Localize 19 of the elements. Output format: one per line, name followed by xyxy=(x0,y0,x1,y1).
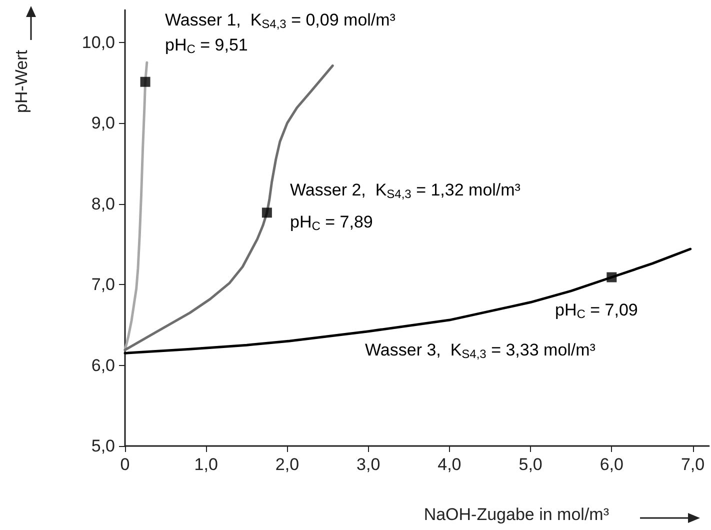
x-tick-label: 1,0 xyxy=(194,455,218,474)
point xyxy=(140,76,150,87)
x-tick-label: 3,0 xyxy=(356,455,380,474)
y-tick-label: 6,0 xyxy=(91,356,115,375)
x-tick-label: 5,0 xyxy=(518,455,542,474)
y-tick-label: 8,0 xyxy=(91,194,115,214)
x-tick-label: 6,0 xyxy=(600,455,624,474)
x-tick-label: 7,0 xyxy=(680,455,705,474)
y-tick-label: 7,0 xyxy=(91,275,115,294)
x-tick-label: 0 xyxy=(120,455,130,474)
y-tick-label: 9,0 xyxy=(91,114,115,133)
x-tick-label: 2,0 xyxy=(275,455,300,474)
point xyxy=(606,272,617,282)
y-tick-label: 5,0 xyxy=(91,436,115,456)
y-tick-label: 10,0 xyxy=(82,32,115,52)
y-axis-title: pH-Wert xyxy=(12,50,31,113)
x-axis-title: NaOH-Zugabe in mol/m³ xyxy=(424,505,610,524)
point xyxy=(262,208,272,218)
x-tick-label: 4,0 xyxy=(438,455,462,474)
